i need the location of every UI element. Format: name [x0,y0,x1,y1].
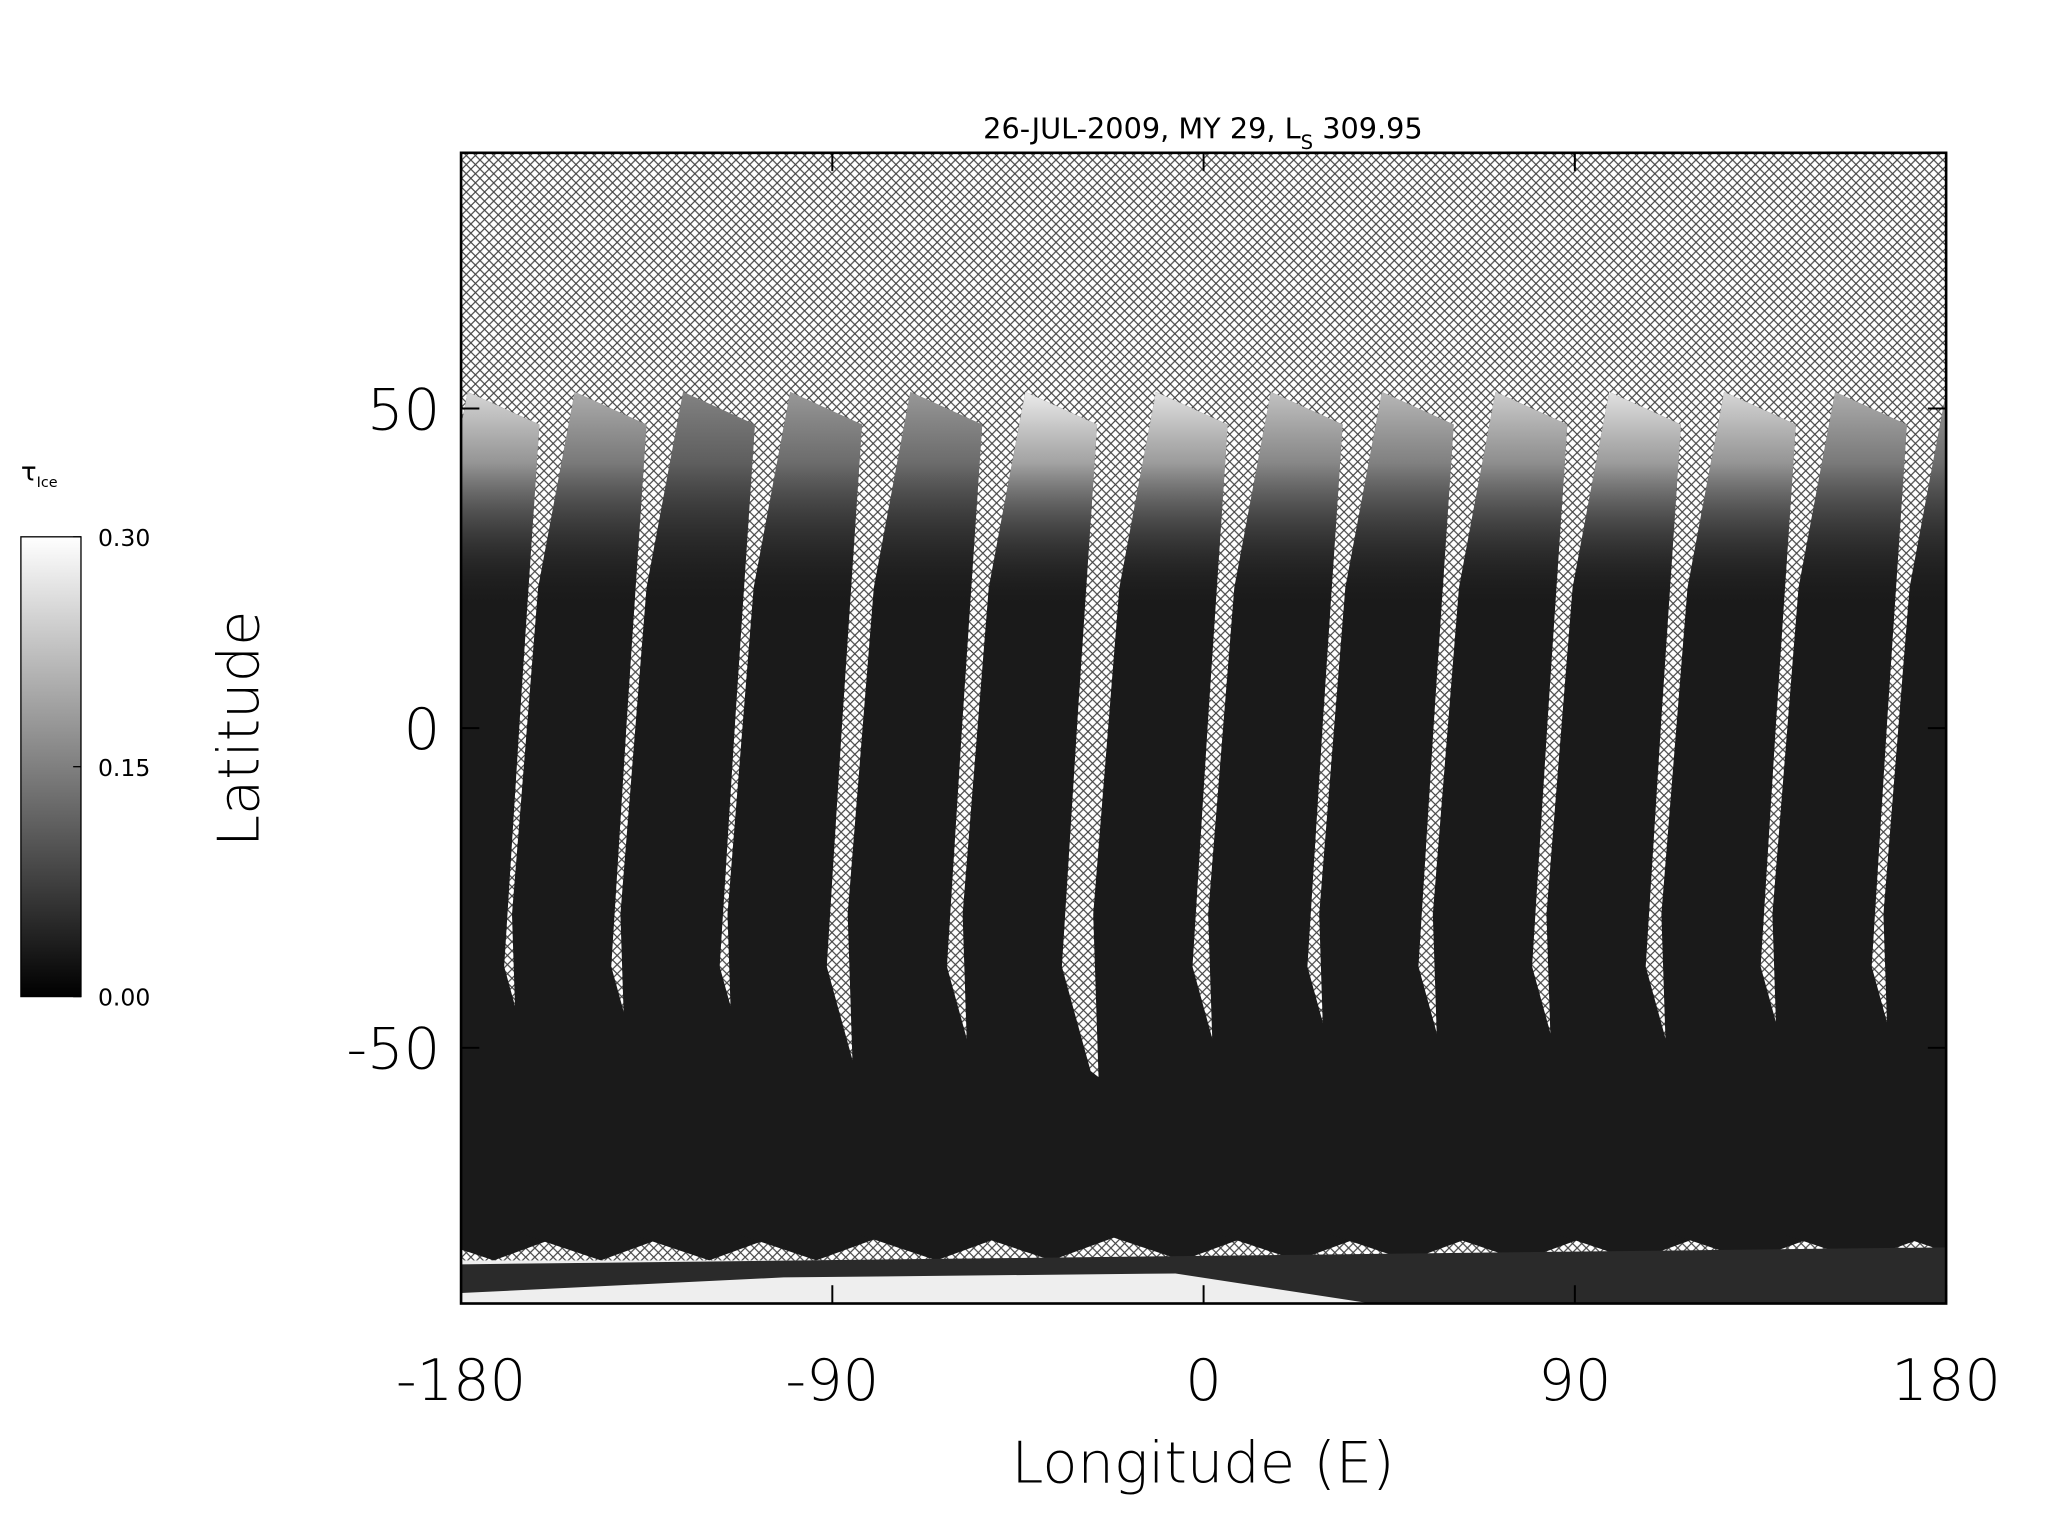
swath [620,391,834,1261]
swath [1093,391,1307,1261]
swath [1208,391,1422,1261]
map-image [461,152,1947,1304]
colorbar-tick-label: 0.00 [98,984,150,1012]
swath [1432,391,1646,1261]
swath [1772,391,1947,1261]
y-tick-label: 50 [367,376,440,443]
swath [847,391,1061,1261]
y-axis-label: Latitude [206,611,273,847]
swath [1546,391,1760,1261]
swath [727,391,941,1261]
colorbar [20,536,82,998]
y-tick-label: 0 [404,696,441,763]
colorbar-tick-label: 0.30 [98,524,150,552]
swath [1319,391,1533,1261]
x-tick-label: 180 [1891,1347,2001,1414]
swath [1661,391,1875,1261]
x-tick-label: 90 [1538,1347,1611,1414]
x-tick-label: -90 [785,1347,879,1414]
chart-title: 26-JUL-2009, MY 29, LS 309.95 [983,111,1423,153]
x-axis-label: Longitude (E) [1011,1429,1394,1496]
y-tick-label: -50 [346,1016,440,1083]
swath [461,391,618,1261]
colorbar-tick-label: 0.15 [98,754,150,782]
x-tick-label: -180 [396,1347,526,1414]
swath [512,391,725,1261]
x-tick-label: 0 [1185,1347,1222,1414]
swath [962,391,1176,1261]
colorbar-label: τIce [21,458,58,492]
